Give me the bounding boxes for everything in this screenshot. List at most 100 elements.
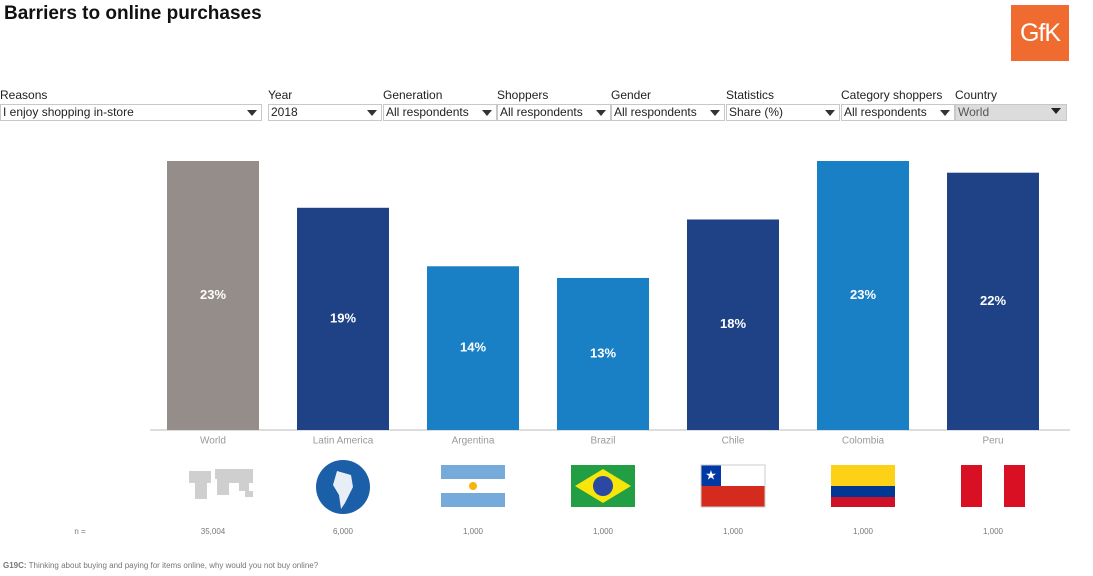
bar-value-label: 13% <box>590 345 616 360</box>
flag <box>571 465 635 507</box>
flag <box>189 469 253 499</box>
sample-size: 1,000 <box>723 527 744 536</box>
bar <box>427 266 519 430</box>
flag-sun <box>469 482 477 490</box>
filter-value: 2018 <box>271 105 298 119</box>
flag-part <box>701 465 721 486</box>
filter: Generation All respondents <box>383 88 497 121</box>
map-shape <box>229 469 253 483</box>
filter-value: I enjoy shopping in-store <box>3 105 134 119</box>
filter-label: Gender <box>611 88 652 102</box>
sample-size: 1,000 <box>593 527 614 536</box>
bar <box>297 207 389 430</box>
x-tick-label: Brazil <box>590 436 615 447</box>
flag-part <box>701 486 765 507</box>
filter-label: Reasons <box>0 88 48 102</box>
filter: Category shoppers All respondents <box>841 88 955 121</box>
filter-label: Year <box>268 88 293 102</box>
logo: GfK <box>1011 5 1069 61</box>
filter-value: All respondents <box>614 105 697 119</box>
x-tick-label: World <box>200 436 226 447</box>
map-shape <box>245 491 253 497</box>
flag: ★ <box>700 464 766 508</box>
filter: Reasons I enjoy shopping in-store <box>0 88 262 121</box>
sample-size: 6,000 <box>333 527 354 536</box>
sample-size: 1,000 <box>983 527 1004 536</box>
flag-part <box>831 465 895 486</box>
filter-value: All respondents <box>844 105 927 119</box>
bar-value-label: 14% <box>460 340 486 355</box>
flag-part <box>831 497 895 507</box>
flag <box>441 465 505 507</box>
filter: Country World <box>955 88 1067 121</box>
bar <box>167 161 259 430</box>
dropdown-arrow[interactable] <box>710 110 720 116</box>
dropdown-arrow[interactable] <box>367 110 377 116</box>
sample-size: 1,000 <box>853 527 874 536</box>
filter-dropdown[interactable]: All respondents <box>383 104 497 121</box>
flag-globe <box>593 476 613 496</box>
filter-icon[interactable] <box>1051 108 1061 114</box>
filter: Statistics Share (%) <box>726 88 840 121</box>
filter-value: Share (%) <box>729 105 784 119</box>
filter-dropdown[interactable]: All respondents <box>497 104 611 121</box>
sample-size: 1,000 <box>463 527 484 536</box>
flag-part <box>831 486 895 497</box>
filter: Gender All respondents <box>611 88 725 121</box>
bar-value-label: 18% <box>720 316 746 331</box>
dropdown-arrow[interactable] <box>596 110 606 116</box>
flag-part <box>961 465 982 507</box>
map-shape <box>239 483 249 491</box>
filter-dropdown[interactable]: I enjoy shopping in-store <box>0 104 262 121</box>
filter-value: All respondents <box>500 105 583 119</box>
bar <box>817 161 909 430</box>
filter-label: Generation <box>383 88 443 102</box>
filter-label: Statistics <box>726 88 775 102</box>
filter-value: All respondents <box>386 105 469 119</box>
map-shape <box>217 479 229 495</box>
filter-dropdown[interactable]: 2018 <box>268 104 382 121</box>
bar <box>557 277 649 430</box>
footnote: G19C: Thinking about buying and paying f… <box>3 561 318 570</box>
map-shape <box>215 469 229 479</box>
x-tick-label: Latin America <box>313 436 374 447</box>
dropdown-arrow[interactable] <box>825 110 835 116</box>
flag <box>961 465 1025 507</box>
page-title: Barriers to online purchases <box>4 3 262 24</box>
bar-value-label: 23% <box>200 287 226 302</box>
x-tick-label: Argentina <box>452 436 495 447</box>
flag <box>831 465 895 507</box>
dropdown-arrow[interactable] <box>940 110 950 116</box>
bar-value-label: 19% <box>330 310 356 325</box>
filter-dropdown[interactable]: World <box>955 104 1067 121</box>
filter-value: World <box>958 105 990 119</box>
filter-dropdown[interactable]: All respondents <box>611 104 725 121</box>
footnote-code: G19C: <box>3 561 27 570</box>
bar <box>687 219 779 430</box>
filter-label: Shoppers <box>497 88 549 102</box>
dropdown-arrow[interactable] <box>247 110 257 116</box>
flag <box>316 460 370 514</box>
flag-border <box>700 464 766 508</box>
bar <box>947 172 1039 430</box>
filter-label: Category shoppers <box>841 88 943 102</box>
flag-part <box>1004 465 1025 507</box>
dropdown-arrow[interactable] <box>482 110 492 116</box>
filter: Year 2018 <box>268 88 382 121</box>
sample-size: 35,004 <box>201 527 226 536</box>
map-shape <box>195 483 207 499</box>
x-tick-label: Chile <box>722 436 745 447</box>
x-tick-label: Colombia <box>842 436 885 447</box>
flag-star: ★ <box>705 467 717 482</box>
globe-land <box>333 471 353 509</box>
map-shape <box>189 471 211 483</box>
sample-label: n = <box>74 527 86 536</box>
x-tick-label: Peru <box>982 436 1003 447</box>
filter: Shoppers All respondents <box>497 88 611 121</box>
filter-label: Country <box>955 88 998 102</box>
filter-dropdown[interactable]: Share (%) <box>726 104 840 121</box>
bar-value-label: 22% <box>980 293 1006 308</box>
filter-dropdown[interactable]: All respondents <box>841 104 955 121</box>
